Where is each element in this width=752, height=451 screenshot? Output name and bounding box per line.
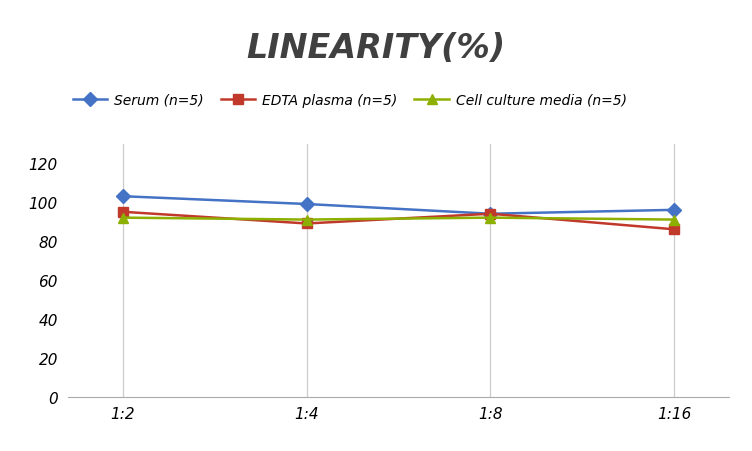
Text: LINEARITY(%): LINEARITY(%) <box>247 32 505 64</box>
EDTA plasma (n=5) <box>118 210 127 215</box>
Cell culture media (n=5) <box>486 216 495 221</box>
Legend: Serum (n=5), EDTA plasma (n=5), Cell culture media (n=5): Serum (n=5), EDTA plasma (n=5), Cell cul… <box>67 88 632 113</box>
Line: Serum (n=5): Serum (n=5) <box>118 192 679 219</box>
Serum (n=5) <box>486 212 495 217</box>
EDTA plasma (n=5) <box>670 227 679 233</box>
Serum (n=5) <box>670 207 679 213</box>
Cell culture media (n=5) <box>118 216 127 221</box>
Serum (n=5) <box>118 194 127 199</box>
EDTA plasma (n=5) <box>486 212 495 217</box>
Serum (n=5) <box>302 202 311 207</box>
Line: Cell culture media (n=5): Cell culture media (n=5) <box>118 213 679 225</box>
EDTA plasma (n=5) <box>302 221 311 227</box>
Line: EDTA plasma (n=5): EDTA plasma (n=5) <box>118 207 679 235</box>
Cell culture media (n=5) <box>670 217 679 223</box>
Cell culture media (n=5) <box>302 217 311 223</box>
